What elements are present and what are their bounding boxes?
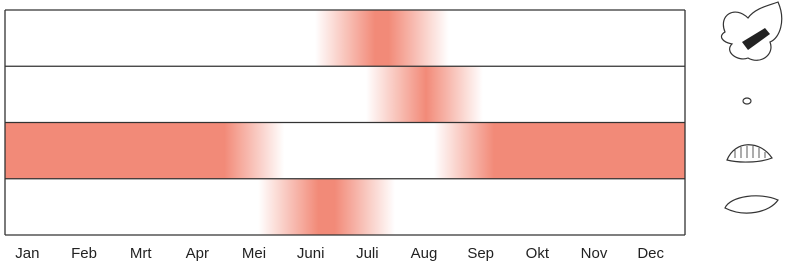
x-tick-label: Feb [71, 245, 97, 262]
page: JanFebMrtAprMeiJuniJuliAugSepOktNovDec (… [0, 0, 788, 265]
range-band [258, 179, 395, 235]
x-tick-label: Okt [526, 245, 550, 262]
egg-icon [743, 98, 751, 104]
x-axis: Jan Feb Mrt Apr Mei Juni Juli Aug Sep Okt Nov Dec [15, 245, 664, 262]
x-tick-label: Apr [186, 245, 209, 262]
x-tick-label: Nov [581, 245, 608, 262]
x-tick-label: Jan [15, 245, 39, 262]
x-tick-label: Juni [297, 245, 325, 262]
x-tick-label: Mrt [130, 245, 152, 262]
pupa-icon [725, 196, 778, 213]
x-tick-label: Sep [467, 245, 494, 262]
stage-icons [721, 2, 781, 213]
x-tick-label: Dec [637, 245, 664, 262]
butterfly-icon [721, 2, 781, 60]
range-band [315, 10, 449, 66]
x-tick-label: Aug [411, 245, 438, 262]
range-band [434, 123, 685, 179]
x-tick-label: Mei [242, 245, 266, 262]
range-band [5, 123, 284, 179]
chart: Jan Feb Mrt Apr Mei Juni Juli Aug Sep Okt Nov Dec [0, 0, 788, 265]
range-band [366, 66, 483, 122]
x-tick-label: Juli [356, 245, 379, 262]
caterpillar-icon [727, 145, 772, 162]
